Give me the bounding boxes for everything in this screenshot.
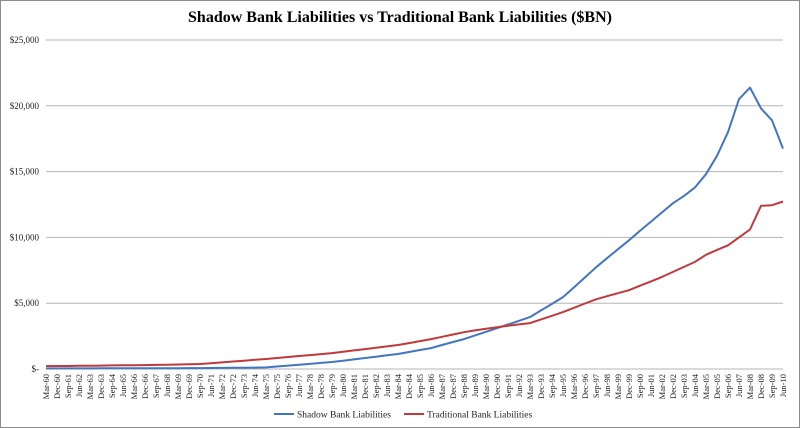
x-tick-label: Jun-95: [558, 374, 568, 397]
x-tick-label: Sep-70: [195, 374, 205, 398]
x-tick-label: Jun-80: [338, 374, 348, 397]
x-tick-label: Mar-75: [261, 374, 271, 399]
x-tick-label: Mar-72: [217, 374, 227, 399]
y-tick-label: $20,000: [10, 101, 40, 111]
x-tick-label: Dec-93: [536, 374, 546, 399]
x-tick-label: Sep-00: [635, 374, 645, 398]
y-tick-label: $25,000: [10, 35, 40, 45]
x-tick-label: Sep-06: [723, 374, 733, 398]
x-tick-label: Sep-76: [283, 374, 293, 398]
x-tick-label: Mar-96: [569, 374, 579, 399]
y-tick-label: $5,000: [14, 298, 39, 308]
x-tick-label: Sep-64: [107, 373, 117, 398]
x-tick-label: Dec-66: [140, 374, 150, 399]
x-tick-label: Jun-83: [382, 374, 392, 397]
x-tick-label: Mar-99: [613, 374, 623, 399]
x-tick-label: Jun-62: [74, 374, 84, 397]
x-tick-label: Mar-63: [85, 374, 95, 399]
x-tick-label: Dec-87: [448, 374, 458, 399]
x-tick-label: Dec-05: [712, 374, 722, 399]
x-tick-label: Dec-84: [404, 373, 414, 399]
x-tick-label: Dec-90: [492, 374, 502, 399]
x-tick-label: Mar-90: [481, 374, 491, 399]
x-tick-label: Mar-60: [41, 374, 51, 399]
x-tick-label: Dec-08: [756, 374, 766, 399]
x-tick-label: Jun-71: [206, 374, 216, 397]
y-tick-label: $-: [32, 364, 40, 374]
x-tick-label: Jun-98: [602, 374, 612, 397]
x-tick-label: Jun-89: [470, 374, 480, 397]
x-tick-label: Sep-85: [415, 374, 425, 398]
x-tick-label: Mar-69: [173, 374, 183, 399]
x-tick-label: Mar-08: [745, 374, 755, 399]
y-tick-label: $10,000: [10, 232, 40, 242]
x-tick-label: Mar-81: [349, 374, 359, 399]
x-tick-label: Mar-87: [437, 374, 447, 399]
x-tick-label: Sep-09: [767, 374, 777, 398]
series-line-traditional: [45, 200, 784, 368]
x-tick-label: Jun-86: [426, 374, 436, 397]
legend-label: Traditional Bank Liabilities: [427, 411, 532, 421]
x-tick-label: Jun-65: [118, 374, 128, 397]
x-tick-label: Jun-92: [514, 374, 524, 397]
x-tick-label: Sep-61: [63, 374, 73, 398]
x-tick-label: Mar-93: [525, 374, 535, 399]
x-tick-label: Jun-07: [734, 374, 744, 397]
x-tick-label: Sep-91: [503, 374, 513, 398]
x-tick-label: Jun-10: [778, 374, 788, 397]
x-tick-label: Dec-60: [52, 374, 62, 399]
x-tick-label: Dec-02: [668, 374, 678, 399]
x-tick-label: Sep-97: [591, 374, 601, 398]
x-tick-label: Mar-84: [393, 373, 403, 399]
x-tick-label: Sep-79: [327, 374, 337, 398]
x-tick-label: Jun-77: [294, 374, 304, 397]
x-tick-label: Dec-72: [228, 374, 238, 399]
x-tick-label: Jun-74: [250, 373, 260, 397]
x-tick-label: Sep-73: [239, 374, 249, 398]
x-tick-label: Sep-67: [151, 374, 161, 398]
x-tick-label: Dec-99: [624, 374, 634, 399]
x-tick-label: Mar-02: [657, 374, 667, 399]
x-tick-label: Sep-82: [371, 374, 381, 398]
x-tick-label: Mar-05: [701, 374, 711, 399]
x-tick-label: Mar-66: [129, 374, 139, 399]
x-tick-label: Mar-78: [305, 374, 315, 399]
chart-title: Shadow Bank Liabilities vs Traditional B…: [188, 9, 612, 26]
x-tick-label: Sep-94: [547, 373, 557, 398]
x-tick-label: Dec-96: [580, 374, 590, 399]
series-line-shadow: [45, 86, 784, 370]
x-tick-label: Dec-63: [96, 374, 106, 399]
y-tick-label: $15,000: [10, 167, 40, 177]
x-tick-label: Jun-68: [162, 374, 172, 397]
legend-label: Shadow Bank Liabilities: [297, 411, 391, 421]
x-tick-label: Jun-04: [690, 373, 700, 397]
x-tick-label: Dec-81: [360, 374, 370, 399]
x-tick-label: Dec-75: [272, 374, 282, 399]
x-tick-label: Sep-88: [459, 374, 469, 398]
x-tick-label: Dec-69: [184, 374, 194, 399]
x-tick-label: Jun-01: [646, 374, 656, 397]
x-tick-label: Sep-03: [679, 374, 689, 398]
x-tick-label: Dec-78: [316, 374, 326, 399]
